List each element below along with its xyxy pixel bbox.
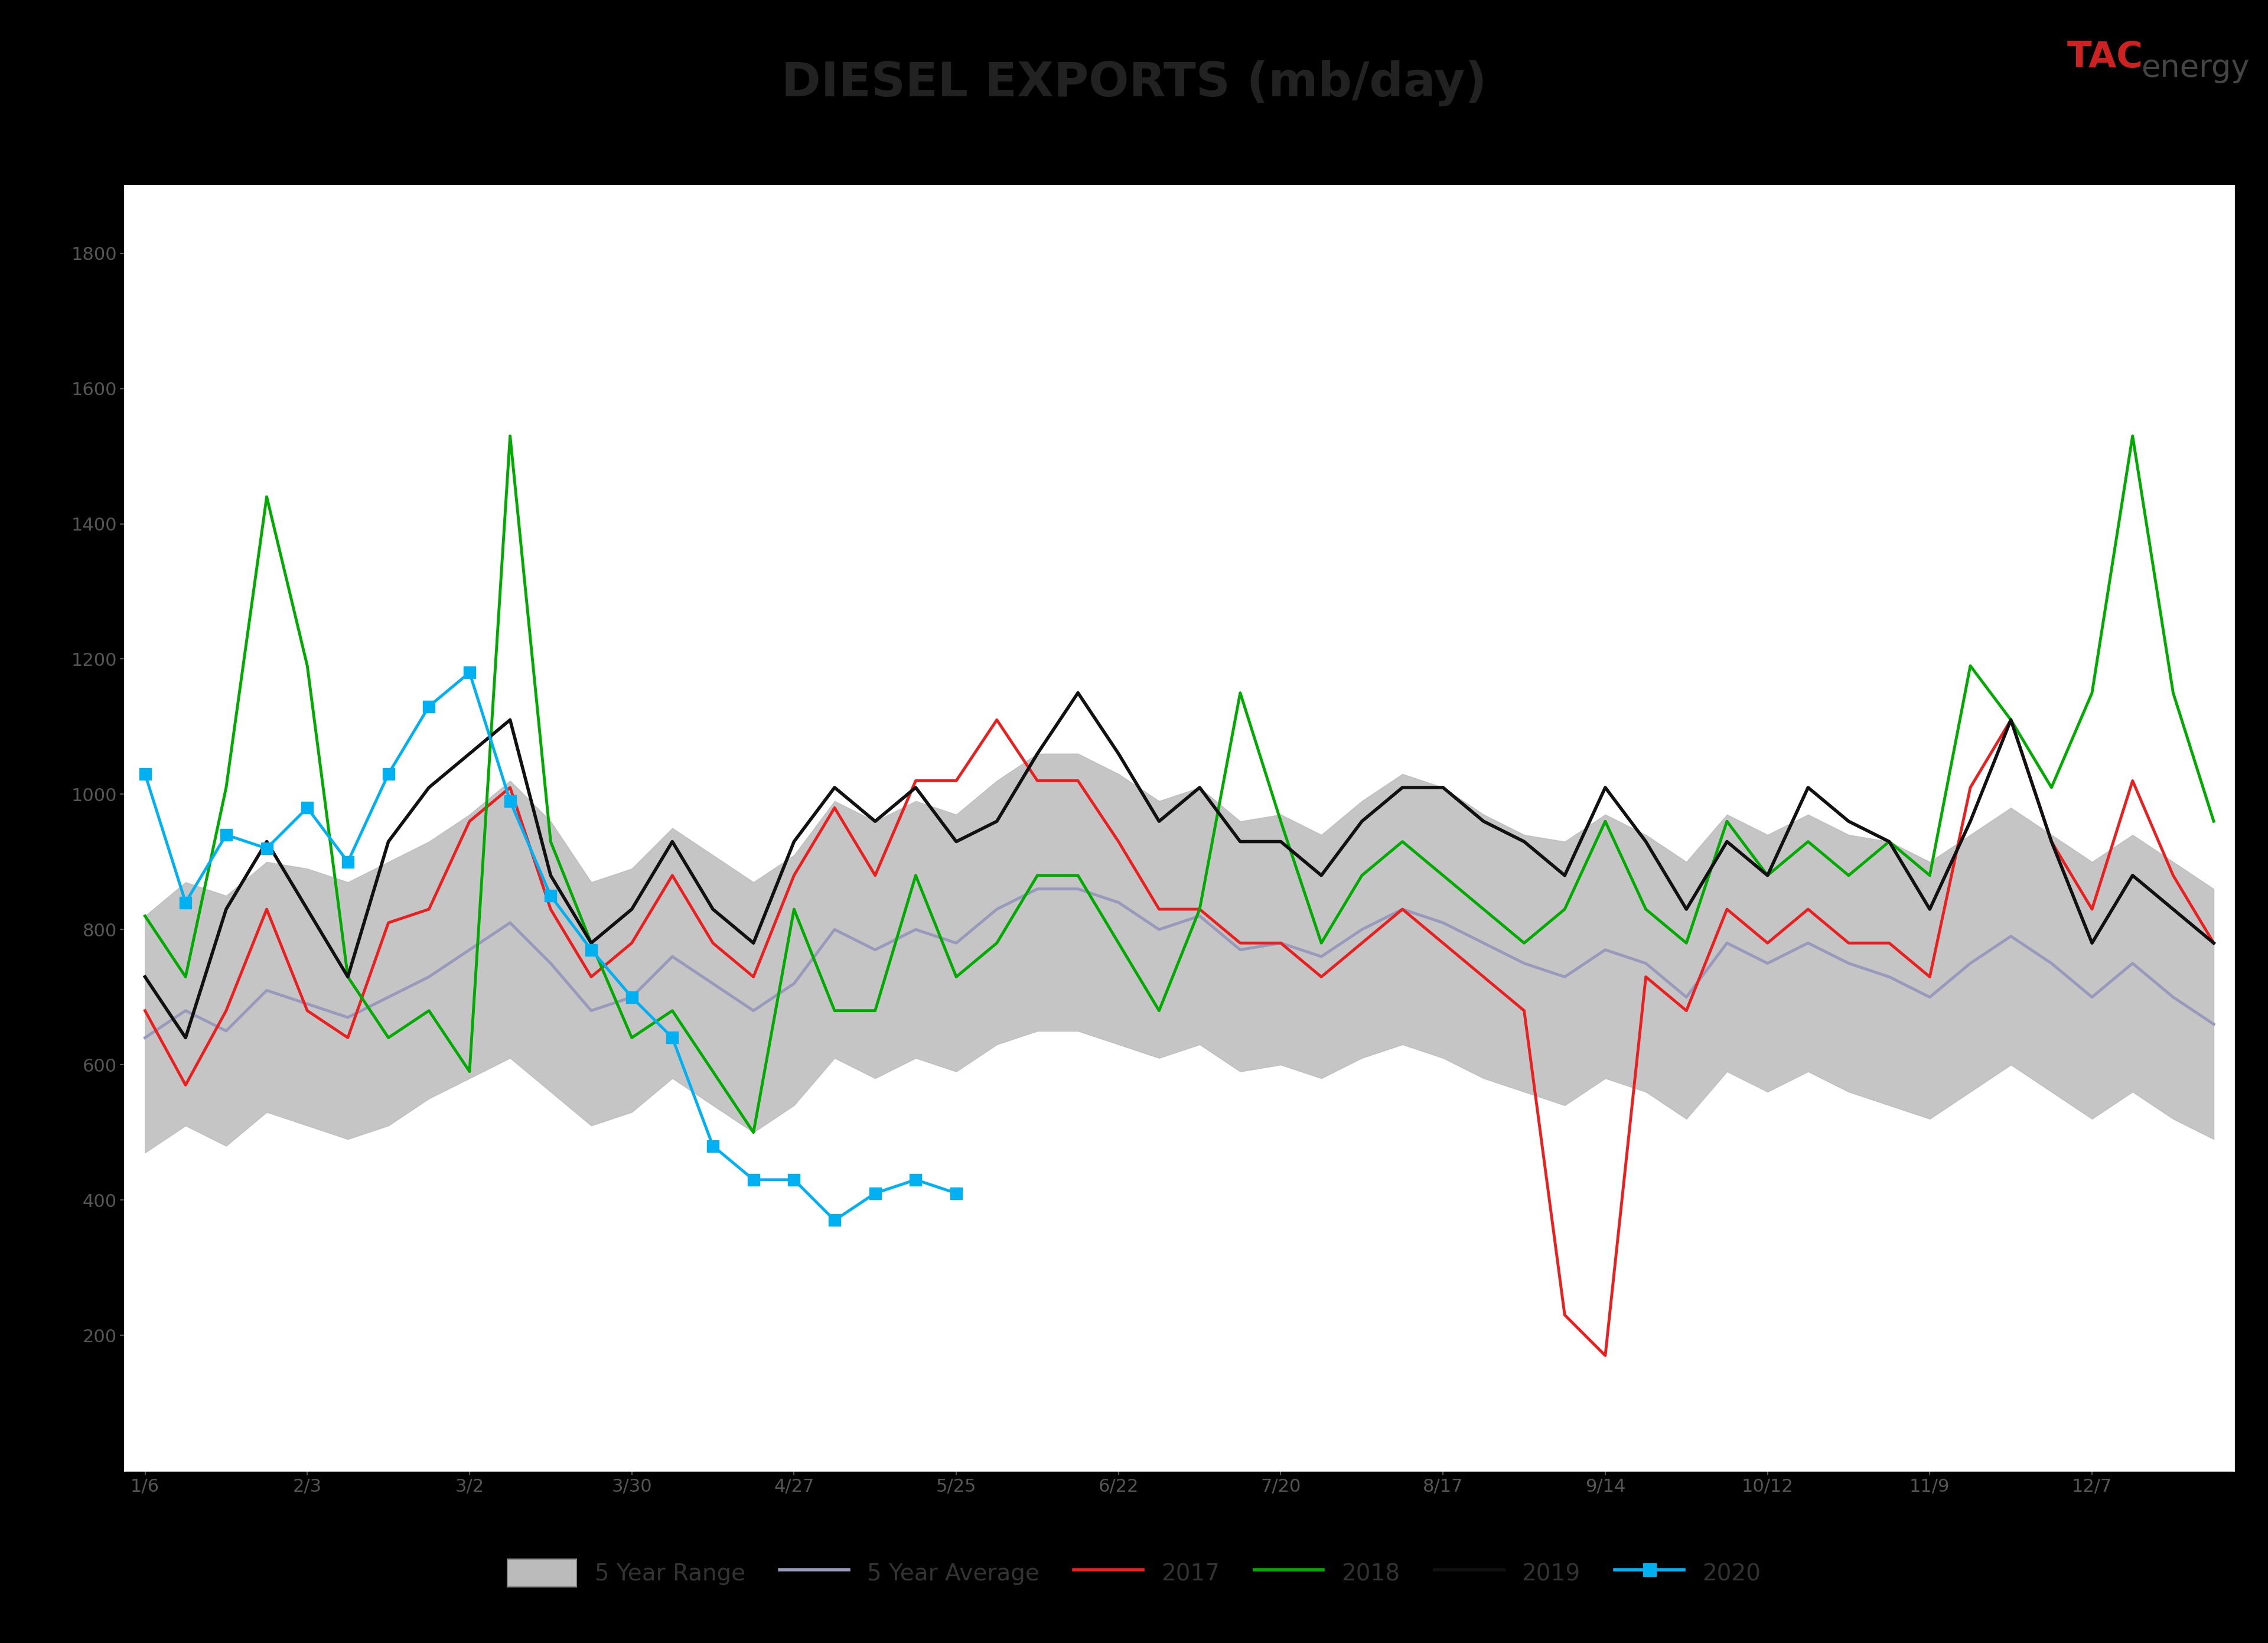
Text: energy: energy — [2141, 53, 2250, 84]
Legend: 5 Year Range, 5 Year Average, 2017, 2018, 2019, 2020: 5 Year Range, 5 Year Average, 2017, 2018… — [499, 1549, 1769, 1595]
Text: DIESEL EXPORTS (mb/day): DIESEL EXPORTS (mb/day) — [780, 61, 1488, 107]
Text: TAC: TAC — [2066, 39, 2143, 76]
